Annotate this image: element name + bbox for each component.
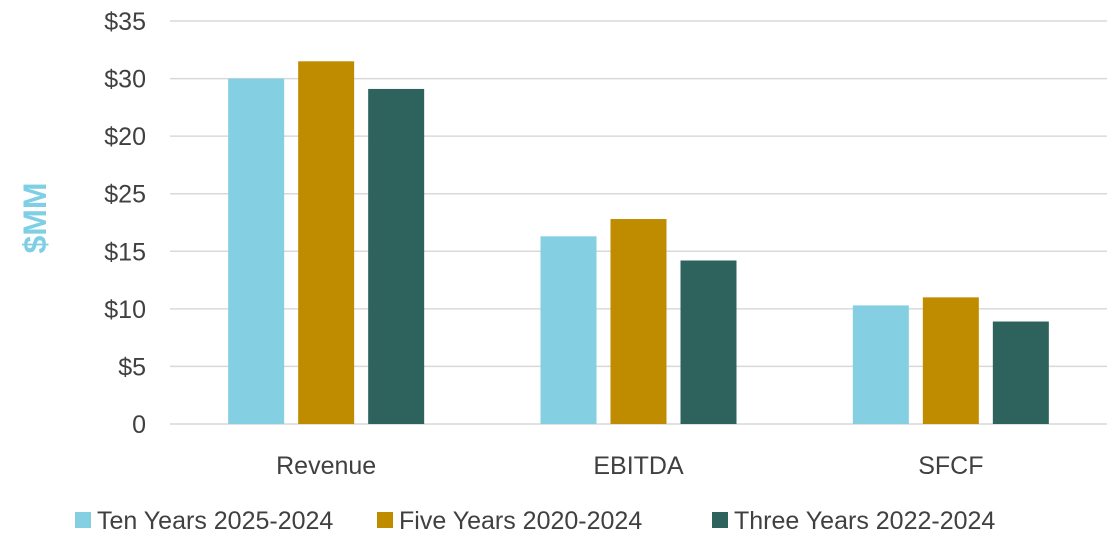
- bar-ebitda-series-2: [610, 219, 667, 424]
- y-tick-label: $15: [104, 238, 146, 266]
- y-axis-ticks: 0 $5 $10 $15 $25 $20 $30 $35: [104, 8, 146, 439]
- x-category-label: SFCF: [918, 452, 983, 480]
- legend-label-3: Three Years 2022-2024: [734, 507, 995, 535]
- y-tick-label: $10: [104, 296, 146, 324]
- legend-label-2: Five Years 2020-2024: [399, 507, 642, 535]
- bar-ebitda-series-3: [680, 260, 737, 424]
- bar-sfcf-series-3: [992, 321, 1049, 424]
- y-tick-label: $5: [118, 353, 146, 381]
- y-tick-label: 0: [132, 411, 146, 439]
- bar-revenue-series-3: [368, 88, 425, 424]
- bar-revenue-series-1: [228, 78, 285, 425]
- bar-sfcf-series-1: [852, 305, 909, 424]
- legend-swatch-2: [377, 512, 393, 528]
- x-category-label: EBITDA: [593, 452, 684, 480]
- legend-swatch-3: [712, 512, 728, 528]
- y-tick-label: $25: [104, 181, 146, 209]
- y-tick-label: $20: [104, 123, 146, 151]
- legend: Ten Years 2025-2024 Five Years 2020-2024 T…: [75, 507, 995, 535]
- bar-revenue-series-2: [298, 61, 355, 425]
- bars: [228, 61, 1049, 425]
- y-tick-label: $35: [104, 8, 146, 36]
- x-axis-categories: Revenue EBITDA SFCF: [276, 452, 983, 480]
- legend-swatch-1: [75, 512, 91, 528]
- bar-ebitda-series-1: [540, 236, 597, 424]
- x-category-label: Revenue: [276, 452, 376, 480]
- bar-sfcf-series-2: [922, 297, 979, 424]
- y-tick-label: $30: [104, 66, 146, 94]
- y-axis-label: $MM: [17, 182, 53, 253]
- legend-label-1: Ten Years 2025-2024: [97, 507, 333, 535]
